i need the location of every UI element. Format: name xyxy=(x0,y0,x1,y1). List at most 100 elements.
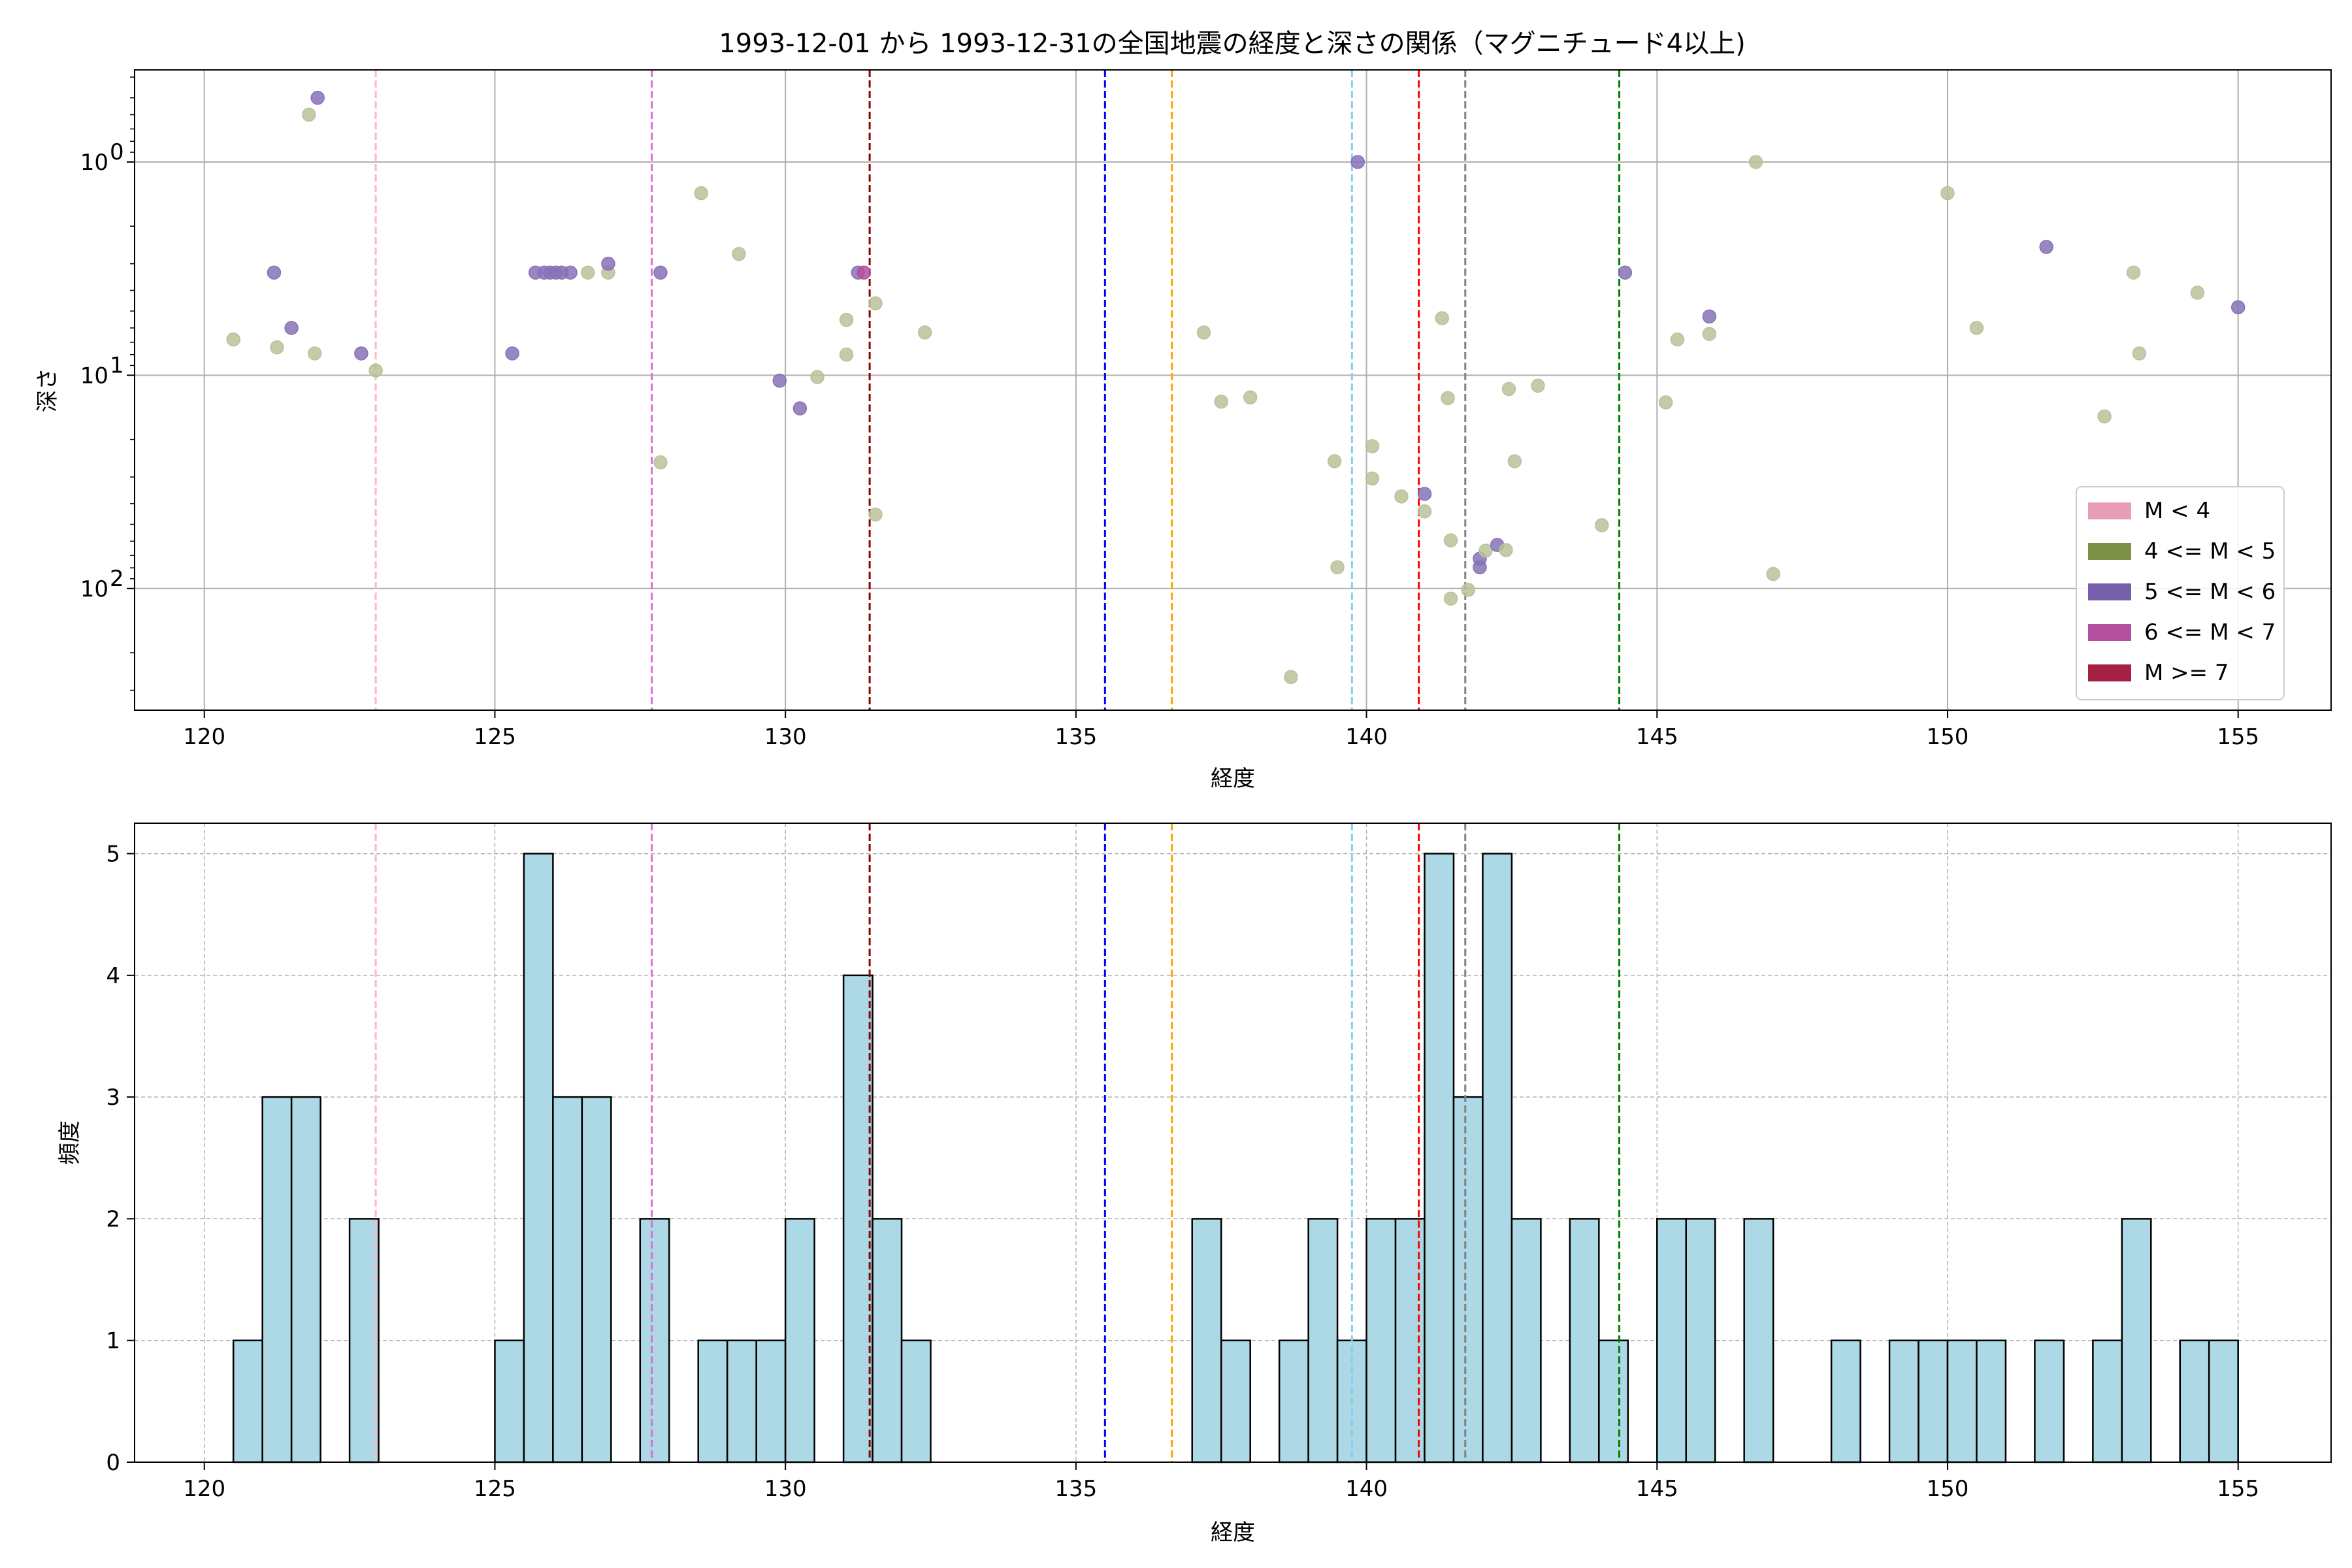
scatter-point xyxy=(1618,265,1633,280)
histogram-bar xyxy=(1424,853,1455,1463)
scatter-point xyxy=(1461,583,1475,597)
scatter-point xyxy=(505,346,519,361)
histogram-reference-lines xyxy=(374,823,1620,1462)
scatter-point xyxy=(868,296,883,311)
scatter-y-tick-label: 10 xyxy=(80,576,108,602)
scatter-point xyxy=(2097,409,2112,424)
scatter-x-tick-label: 120 xyxy=(183,724,225,750)
histogram-bar xyxy=(552,1096,583,1463)
scatter-point xyxy=(1394,489,1409,504)
scatter-point xyxy=(1595,518,1609,532)
scatter-point xyxy=(1327,454,1342,468)
histogram-y-tick-label: 2 xyxy=(106,1206,120,1232)
scatter-y-tick-base: 10 xyxy=(80,363,108,389)
scatter-point xyxy=(368,363,383,378)
legend-swatch xyxy=(2088,543,2131,560)
scatter-y-axis-label: 深さ xyxy=(35,368,61,412)
histogram-bar xyxy=(1656,1218,1687,1463)
histogram-bar xyxy=(1976,1339,2007,1463)
histogram-bars xyxy=(232,853,2239,1463)
scatter-x-tick-label: 150 xyxy=(1927,724,1969,750)
scatter-point xyxy=(792,401,808,416)
histogram-bar xyxy=(872,1218,903,1463)
histogram-bar xyxy=(726,1339,757,1463)
scatter-point xyxy=(226,332,240,347)
scatter-point xyxy=(868,507,883,522)
legend-label: 4 <= M < 5 xyxy=(2144,538,2276,564)
histogram-x-tick-label: 135 xyxy=(1054,1476,1097,1502)
scatter-x-tick-label: 145 xyxy=(1636,724,1678,750)
scatter-point xyxy=(2230,300,2246,315)
scatter-point xyxy=(2132,346,2147,361)
histogram-x-tick-label: 145 xyxy=(1636,1476,1678,1502)
histogram-axes-frame xyxy=(134,823,2332,1463)
scatter-point xyxy=(694,186,708,201)
histogram-bar xyxy=(1365,1218,1397,1463)
histogram-bar xyxy=(1307,1218,1339,1463)
scatter-point xyxy=(839,347,854,362)
scatter-y-tick-exponent: 0 xyxy=(110,139,124,165)
scatter-point xyxy=(1507,454,1522,468)
scatter-point xyxy=(1501,382,1516,397)
scatter-axes-frame xyxy=(134,69,2332,711)
scatter-point xyxy=(267,265,282,280)
scatter-point xyxy=(284,321,299,335)
scatter-point xyxy=(1350,155,1365,169)
histogram-bar xyxy=(1278,1339,1309,1463)
scatter-x-tick-label: 125 xyxy=(474,724,516,750)
histogram-bar xyxy=(1452,1096,1484,1463)
histogram-bar xyxy=(697,1339,728,1463)
histogram-x-tick-label: 120 xyxy=(183,1476,225,1502)
legend-swatch xyxy=(2088,624,2131,641)
scatter-point xyxy=(772,373,787,388)
legend-swatch xyxy=(2088,664,2131,681)
histogram-bar xyxy=(1830,1339,1861,1463)
histogram-y-tick-label: 1 xyxy=(106,1328,120,1354)
scatter-point xyxy=(1443,591,1458,606)
scatter-y-tick-label: 10 xyxy=(80,363,108,389)
scatter-y-tick-label: 10 xyxy=(80,150,108,176)
scatter-x-tick-label: 140 xyxy=(1345,724,1388,750)
histogram-bar xyxy=(523,853,554,1463)
legend-label: M >= 7 xyxy=(2144,660,2229,686)
scatter-point xyxy=(310,90,325,105)
histogram-y-tick-label: 4 xyxy=(106,963,120,989)
scatter-point xyxy=(1196,325,1211,340)
scatter-point xyxy=(653,265,668,280)
scatter-point xyxy=(810,370,825,384)
scatter-point xyxy=(1365,439,1380,453)
histogram-bar xyxy=(2208,1339,2239,1463)
histogram-bar xyxy=(1743,1218,1774,1463)
scatter-y-tick-base: 10 xyxy=(80,576,108,602)
legend-label: 6 <= M < 7 xyxy=(2144,619,2276,645)
histogram-y-tick-label: 0 xyxy=(106,1450,120,1476)
legend-label: M < 4 xyxy=(2144,498,2210,524)
histogram-x-tick-label: 150 xyxy=(1927,1476,1969,1502)
scatter-point xyxy=(1478,544,1493,558)
histogram-x-tick-label: 155 xyxy=(2217,1476,2259,1502)
scatter-point xyxy=(917,325,932,340)
scatter-point xyxy=(580,265,595,280)
scatter-point xyxy=(1499,543,1513,557)
scatter-title: 1993-12-01 から 1993-12-31の全国地震の経度と深さの関係（マ… xyxy=(719,29,1745,59)
scatter-grid xyxy=(135,70,2331,710)
scatter-point xyxy=(1417,504,1432,519)
histogram-bar xyxy=(1685,1218,1716,1463)
scatter-point xyxy=(839,312,854,327)
histogram-bar xyxy=(348,1218,380,1463)
histogram-bar xyxy=(1569,1218,1600,1463)
scatter-point xyxy=(302,107,316,122)
histogram-bar xyxy=(784,1218,815,1463)
histogram-bar xyxy=(842,974,874,1463)
histogram-bar xyxy=(1394,1218,1426,1463)
histogram-bar xyxy=(1511,1218,1542,1463)
scatter-point xyxy=(1284,670,1298,684)
histogram-chart: 120 125 130 135 140 145 150 155 0 1 2 3 4 5 経度 頻度 xyxy=(57,823,2332,1546)
histogram-bar xyxy=(261,1096,293,1463)
scatter-point xyxy=(653,455,668,470)
legend-swatch xyxy=(2088,502,2131,519)
histogram-bar xyxy=(755,1339,787,1463)
scatter-point xyxy=(1417,487,1432,501)
